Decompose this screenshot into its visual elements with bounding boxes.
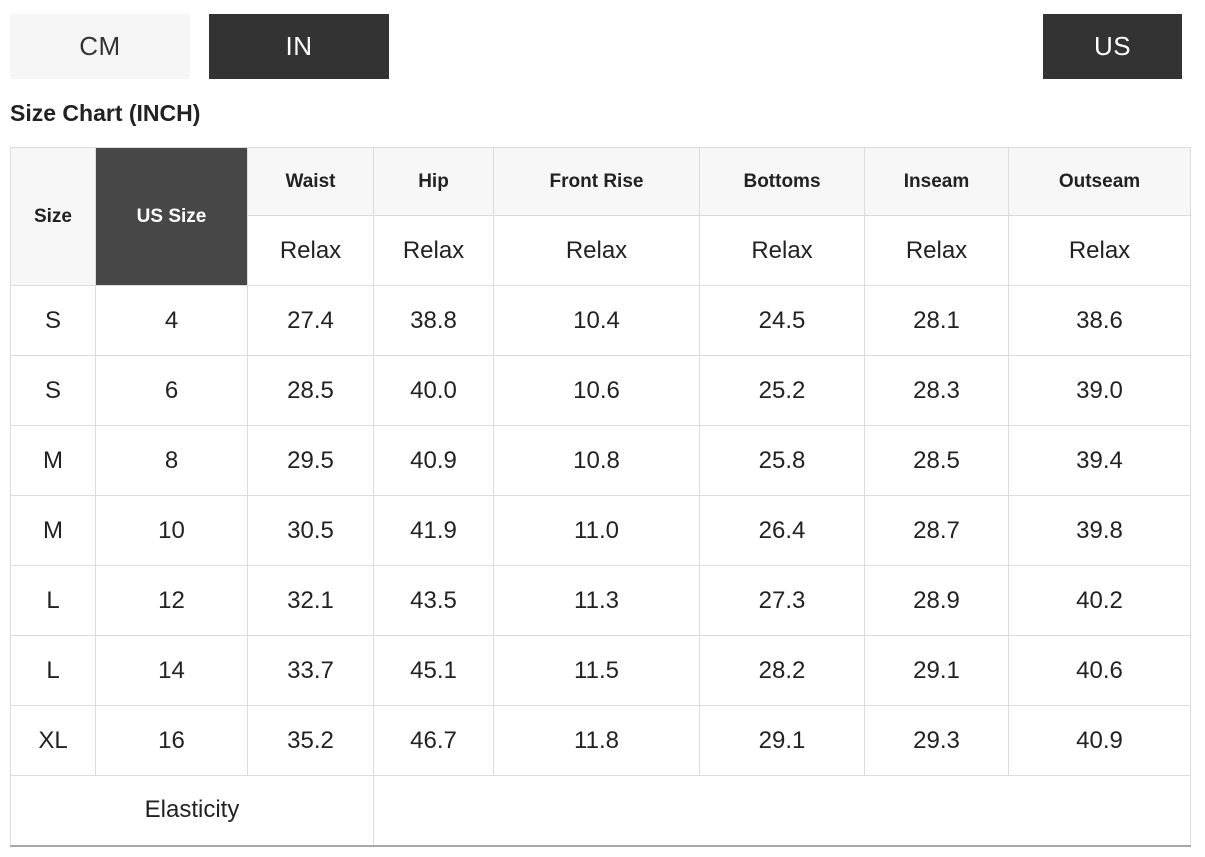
table-row: M 8 29.5 40.9 10.8 25.8 28.5 39.4 <box>10 425 1191 496</box>
waist-cell: 32.1 <box>247 565 374 636</box>
front-rise-cell: 10.4 <box>493 285 700 356</box>
outseam-cell: 38.6 <box>1008 285 1191 356</box>
fit-subheader: Relax <box>493 215 700 286</box>
size-cell: S <box>10 355 96 426</box>
fit-subheader: Relax <box>373 215 494 286</box>
hip-cell: 40.0 <box>373 355 494 426</box>
size-cell: XL <box>10 705 96 776</box>
waist-cell: 28.5 <box>247 355 374 426</box>
us-region-button[interactable]: US <box>1043 14 1182 79</box>
us-size-cell: 4 <box>95 285 248 356</box>
front-rise-cell: 11.0 <box>493 495 700 566</box>
waist-cell: 33.7 <box>247 635 374 706</box>
waist-cell: 35.2 <box>247 705 374 776</box>
hip-cell: 41.9 <box>373 495 494 566</box>
size-cell: M <box>10 495 96 566</box>
table-row: L 12 32.1 43.5 11.3 27.3 28.9 40.2 <box>10 565 1191 636</box>
inseam-cell: 28.5 <box>864 425 1009 496</box>
hip-cell: 40.9 <box>373 425 494 496</box>
us-size-cell: 16 <box>95 705 248 776</box>
us-size-cell: 6 <box>95 355 248 426</box>
us-size-cell: 10 <box>95 495 248 566</box>
hip-cell: 38.8 <box>373 285 494 356</box>
inseam-column-header: Inseam <box>864 147 1009 216</box>
front-rise-cell: 10.6 <box>493 355 700 426</box>
bottoms-cell: 25.8 <box>699 425 865 496</box>
in-unit-button[interactable]: IN <box>209 14 389 79</box>
us-size-cell: 12 <box>95 565 248 636</box>
outseam-cell: 39.4 <box>1008 425 1191 496</box>
cm-unit-button[interactable]: CM <box>10 14 190 79</box>
front-rise-cell: 11.8 <box>493 705 700 776</box>
waist-cell: 29.5 <box>247 425 374 496</box>
fit-subheader: Relax <box>699 215 865 286</box>
hip-cell: 46.7 <box>373 705 494 776</box>
unit-toolbar: CM IN US <box>0 0 1205 79</box>
elasticity-value-cell <box>373 775 1191 847</box>
outseam-cell: 40.2 <box>1008 565 1191 636</box>
hip-cell: 45.1 <box>373 635 494 706</box>
bottoms-cell: 28.2 <box>699 635 865 706</box>
size-cell: S <box>10 285 96 356</box>
us-size-cell: 8 <box>95 425 248 496</box>
fit-subheader: Relax <box>864 215 1009 286</box>
bottoms-column-header: Bottoms <box>699 147 865 216</box>
fit-subheader-row: Relax Relax Relax Relax Relax Relax <box>11 215 1191 286</box>
outseam-column-header: Outseam <box>1008 147 1191 216</box>
bottoms-cell: 25.2 <box>699 355 865 426</box>
table-row: S 6 28.5 40.0 10.6 25.2 28.3 39.0 <box>10 355 1191 426</box>
front-rise-cell: 10.8 <box>493 425 700 496</box>
outseam-cell: 39.8 <box>1008 495 1191 566</box>
outseam-cell: 40.9 <box>1008 705 1191 776</box>
inseam-cell: 29.3 <box>864 705 1009 776</box>
front-rise-cell: 11.3 <box>493 565 700 636</box>
size-column-header: Size <box>10 147 96 286</box>
fit-subheader: Relax <box>1008 215 1191 286</box>
inseam-cell: 28.9 <box>864 565 1009 636</box>
bottoms-cell: 27.3 <box>699 565 865 636</box>
table-row: M 10 30.5 41.9 11.0 26.4 28.7 39.8 <box>10 495 1191 566</box>
bottoms-cell: 24.5 <box>699 285 865 356</box>
bottoms-cell: 26.4 <box>699 495 865 566</box>
waist-cell: 30.5 <box>247 495 374 566</box>
size-chart-table: Size US Size Waist Hip Front Rise Bottom… <box>10 147 1191 847</box>
table-row: XL 16 35.2 46.7 11.8 29.1 29.3 40.9 <box>10 705 1191 776</box>
size-cell: M <box>10 425 96 496</box>
size-cell: L <box>10 565 96 636</box>
waist-column-header: Waist <box>247 147 374 216</box>
waist-cell: 27.4 <box>247 285 374 356</box>
size-cell: L <box>10 635 96 706</box>
outseam-cell: 40.6 <box>1008 635 1191 706</box>
table-row: L 14 33.7 45.1 11.5 28.2 29.1 40.6 <box>10 635 1191 706</box>
fit-subheader: Relax <box>247 215 374 286</box>
page-title: Size Chart (INCH) <box>10 100 201 126</box>
table-row: S 4 27.4 38.8 10.4 24.5 28.1 38.6 <box>10 285 1191 356</box>
inseam-cell: 28.1 <box>864 285 1009 356</box>
front-rise-column-header: Front Rise <box>493 147 700 216</box>
inseam-cell: 28.3 <box>864 355 1009 426</box>
inseam-cell: 28.7 <box>864 495 1009 566</box>
elasticity-row: Elasticity <box>10 775 1191 847</box>
inseam-cell: 29.1 <box>864 635 1009 706</box>
bottoms-cell: 29.1 <box>699 705 865 776</box>
front-rise-cell: 11.5 <box>493 635 700 706</box>
us-size-column-header: US Size <box>95 147 248 286</box>
measure-header-row: Size US Size Waist Hip Front Rise Bottom… <box>10 147 1191 286</box>
outseam-cell: 39.0 <box>1008 355 1191 426</box>
us-size-cell: 14 <box>95 635 248 706</box>
hip-column-header: Hip <box>373 147 494 216</box>
elasticity-label-cell: Elasticity <box>10 775 374 847</box>
hip-cell: 43.5 <box>373 565 494 636</box>
